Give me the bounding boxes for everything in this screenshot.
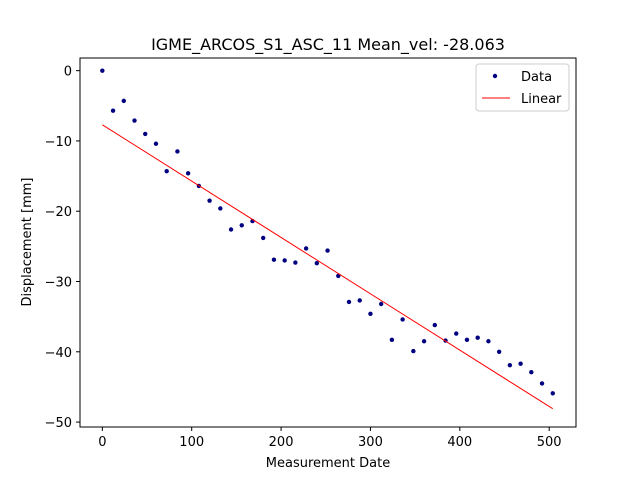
x-tick-label: 0 (98, 435, 106, 450)
data-point (110, 108, 116, 113)
data-point (411, 348, 416, 354)
data-point (464, 337, 470, 343)
data-point (121, 98, 126, 104)
x-tick-label: 500 (537, 435, 562, 450)
y-tick-label: −50 (45, 416, 72, 431)
legend-data-marker (492, 73, 498, 79)
data-point (432, 322, 437, 328)
data-point (325, 248, 330, 253)
y-axis: 0 −10 −20 −30 −40 −50 (45, 65, 80, 431)
x-tick-label: 200 (269, 435, 294, 450)
plot-frame (79, 57, 577, 428)
x-tick-label: 400 (447, 435, 472, 450)
x-axis-label: Measurement Date (266, 456, 390, 471)
plot-area (100, 68, 555, 410)
data-point (496, 349, 502, 354)
data-point (303, 246, 309, 251)
data-point (282, 258, 287, 263)
data-point (454, 331, 459, 336)
data-point (207, 198, 212, 203)
data-point (378, 301, 384, 307)
data-point (539, 381, 545, 386)
data-point (346, 299, 352, 305)
x-tick-label: 100 (179, 435, 204, 450)
data-point (314, 261, 320, 266)
y-tick-label: −30 (45, 276, 72, 291)
legend-box (475, 63, 570, 112)
y-axis-label: Displacement [mm] (20, 178, 35, 307)
y-tick-label: 0 (64, 65, 72, 80)
data-point (389, 337, 395, 343)
data-point (261, 235, 266, 241)
linear-fit-line (102, 124, 554, 410)
data-point (368, 311, 373, 317)
y-tick-label: −40 (45, 346, 72, 361)
data-point (529, 369, 534, 375)
data-point (550, 391, 555, 396)
data-point (100, 68, 105, 73)
data-point (400, 317, 405, 322)
data-point (475, 335, 480, 340)
data-point (218, 206, 223, 211)
data-point (357, 298, 362, 303)
legend-linear-label: Linear (521, 92, 562, 107)
data-point (507, 362, 513, 368)
legend-data-label: Data (521, 70, 552, 85)
y-tick-label: −20 (45, 205, 72, 220)
x-tick-label: 300 (358, 435, 383, 450)
data-point (132, 118, 137, 123)
data-point (239, 223, 244, 228)
x-axis: 0 100 200 300 400 500 (98, 427, 562, 450)
data-point (228, 227, 234, 232)
data-point (486, 339, 491, 344)
chart-title: IGME_ARCOS_S1_ASC_11 Mean_vel: -28.063 (151, 35, 505, 55)
y-tick-label: −10 (45, 135, 72, 150)
data-point (293, 260, 298, 265)
data-point (164, 168, 169, 174)
legend: Data Linear (475, 63, 570, 112)
data-point (175, 149, 180, 154)
data-point (185, 171, 191, 176)
data-point (153, 141, 159, 146)
data-point (518, 361, 523, 366)
data-point (271, 257, 277, 262)
data-point (143, 131, 148, 137)
data-point (421, 339, 427, 344)
